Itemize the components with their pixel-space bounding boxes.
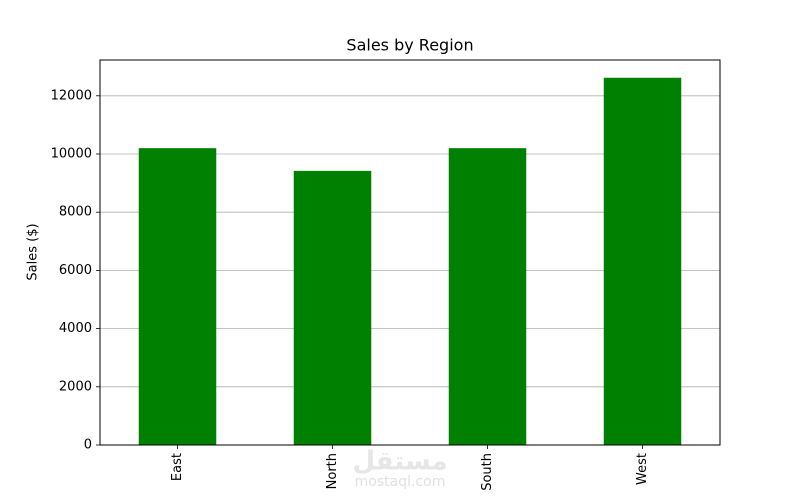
plot-area xyxy=(100,77,720,446)
axes-frame xyxy=(99,59,721,446)
y-tick-label: 2000 xyxy=(59,379,92,394)
watermark-latin: mostaql.com xyxy=(355,474,446,490)
y-tick-label: 10000 xyxy=(51,146,92,161)
bar xyxy=(448,148,527,445)
bar xyxy=(138,148,217,445)
x-tick-label: North xyxy=(325,453,340,489)
bar xyxy=(293,170,372,445)
y-tick-label: 8000 xyxy=(59,205,92,220)
x-tick-label: South xyxy=(480,453,495,491)
y-axis-label: Sales ($) xyxy=(26,223,41,280)
chart-title: Sales by Region xyxy=(346,36,473,55)
bar xyxy=(603,77,682,446)
y-tick-label: 12000 xyxy=(51,88,92,103)
watermark-arabic: مستقل xyxy=(352,447,447,477)
y-tick-label: 0 xyxy=(84,438,92,453)
y-tick-label: 4000 xyxy=(59,321,92,336)
x-tick-label: West xyxy=(635,453,650,485)
y-tick-label: 6000 xyxy=(59,263,92,278)
x-tick-label: East xyxy=(170,453,185,481)
